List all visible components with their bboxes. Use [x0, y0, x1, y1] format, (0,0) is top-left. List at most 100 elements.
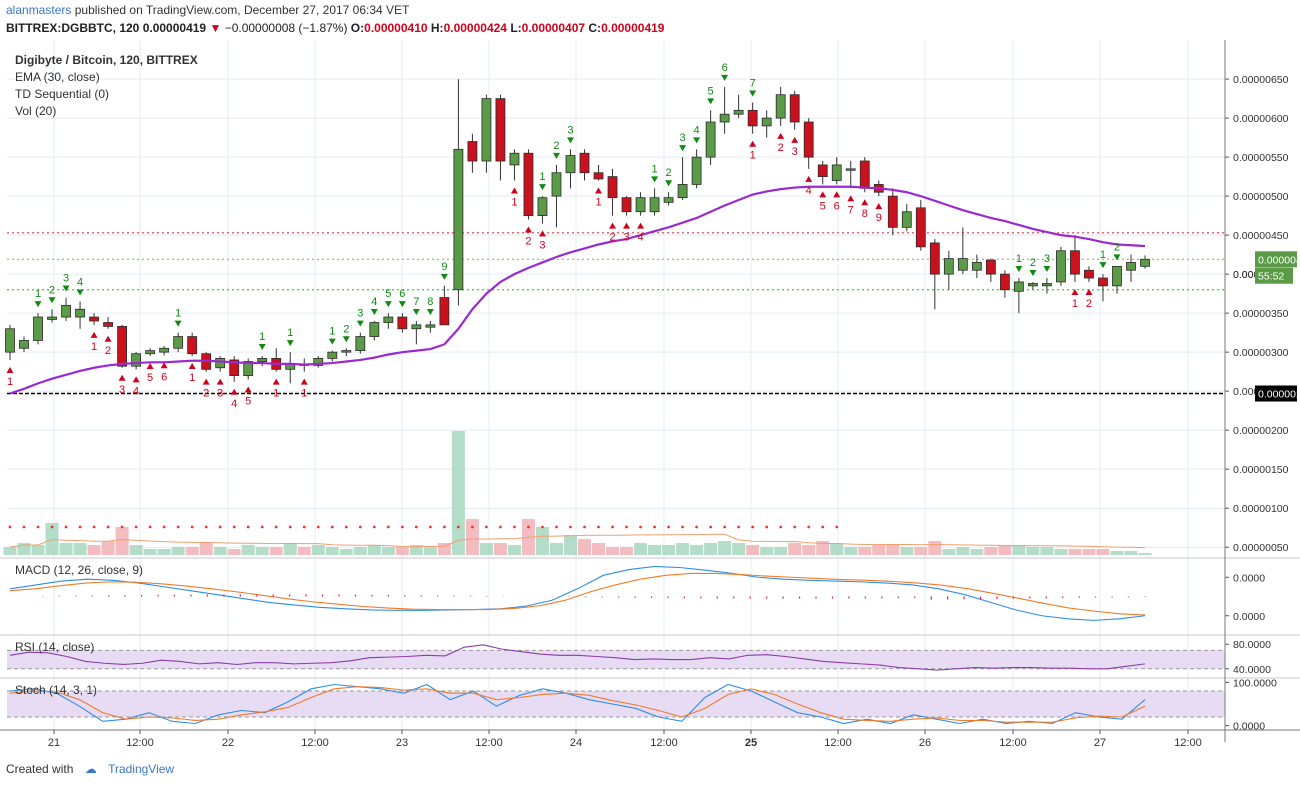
candle-body — [1098, 277, 1108, 287]
tradingview-link[interactable]: TradingView — [108, 762, 175, 776]
volume-bar — [732, 543, 746, 555]
candle-body — [915, 207, 926, 248]
volume-dot — [414, 525, 418, 529]
volume-bar — [900, 547, 914, 555]
td-down-arrow-icon — [524, 226, 532, 233]
volume-bar — [1110, 551, 1124, 555]
volume-bar — [1012, 545, 1026, 555]
x-tick-label: 24 — [570, 737, 582, 749]
td-up-arrow-icon — [370, 308, 378, 315]
volume-bar — [914, 547, 928, 555]
volume-bar — [115, 527, 129, 555]
price-badge — [1255, 267, 1293, 284]
td-up-arrow-icon — [651, 176, 659, 183]
created-with-text: Created with — [6, 762, 74, 776]
candle-body — [663, 197, 674, 203]
candle-body — [369, 322, 380, 337]
volume-bar — [157, 549, 171, 555]
price-badge-text: 0.00000419 — [1258, 254, 1300, 266]
volume-bar — [213, 547, 227, 555]
td-up-count: 5 — [708, 85, 714, 97]
volume-bar — [381, 547, 395, 555]
low-value: 0.00000407 — [521, 21, 586, 35]
x-tick-label: 23 — [396, 737, 408, 749]
td-up-count: 1 — [652, 163, 658, 175]
volume-dot — [456, 525, 460, 529]
volume-dot — [793, 525, 797, 529]
td-down-arrow-icon — [160, 362, 168, 369]
candle-body — [1056, 250, 1066, 283]
volume-bar — [1054, 549, 1068, 555]
td-down-arrow-icon — [861, 199, 869, 206]
td-down-arrow-icon — [6, 366, 14, 373]
volume-bar — [928, 541, 942, 555]
volume-dot — [8, 525, 12, 529]
volume-dot — [442, 525, 446, 529]
candle-body — [19, 340, 29, 349]
td-up-arrow-icon — [1099, 262, 1107, 269]
td-up-count: 5 — [385, 288, 391, 300]
volume-bar — [844, 547, 858, 555]
volume-bar — [718, 541, 732, 555]
td-down-count: 5 — [147, 372, 153, 384]
volume-bar — [648, 545, 662, 555]
volume-dot — [428, 525, 432, 529]
volume-bar — [1124, 551, 1138, 555]
x-tick-label: 26 — [919, 737, 931, 749]
volume-dot — [471, 525, 474, 529]
y-tick-label: 80.0000 — [1233, 639, 1271, 651]
volume-bar — [942, 549, 956, 555]
candle-body — [341, 350, 352, 353]
td-up-arrow-icon — [258, 344, 266, 351]
td-up-arrow-icon — [1015, 266, 1023, 273]
td-down-count: 1 — [7, 376, 13, 388]
candle-body — [649, 197, 660, 213]
candle-body — [845, 168, 856, 171]
td-down-count: 4 — [133, 385, 139, 397]
td-up-arrow-icon — [356, 320, 364, 327]
volume-dot — [485, 525, 488, 529]
volume-bar — [704, 543, 718, 555]
publisher-link[interactable]: alanmasters — [6, 3, 72, 17]
open-label: O: — [350, 21, 365, 35]
volume-bar — [297, 547, 311, 555]
x-tick-label: 21 — [48, 737, 60, 749]
td-down-count: 4 — [231, 398, 237, 410]
volume-bar — [283, 543, 297, 555]
candle-body — [1112, 265, 1122, 287]
volume-dot — [499, 525, 502, 529]
td-up-count: 7 — [413, 296, 419, 308]
volume-bar — [507, 545, 521, 555]
volume-bar — [830, 543, 844, 555]
candle-body — [355, 336, 366, 351]
td-down-count: 2 — [525, 236, 531, 248]
volume-bar — [101, 541, 115, 555]
volume-bar — [788, 543, 802, 555]
td-down-arrow-icon — [118, 374, 126, 381]
td-up-count: 2 — [1114, 241, 1120, 253]
down-arrow-icon: ▼ — [209, 21, 222, 35]
td-down-arrow-icon — [609, 222, 617, 229]
td-up-arrow-icon — [679, 145, 687, 152]
td-up-count: 8 — [427, 296, 433, 308]
y-tick-label: 0.00000450 — [1233, 230, 1289, 242]
chart-area[interactable]: 0.00000650 0.00000600 0.00000550 0.00000500… — [0, 40, 1300, 758]
td-down-count: 1 — [273, 388, 279, 400]
td-up-arrow-icon — [665, 180, 673, 187]
td-down-count: 1 — [595, 197, 601, 209]
td-up-arrow-icon — [566, 137, 574, 144]
volume-dot — [513, 525, 516, 529]
td-down-count: 3 — [217, 388, 223, 400]
td-up-count: 7 — [750, 78, 756, 90]
volume-bar — [31, 545, 45, 555]
td-down-count: 1 — [301, 388, 307, 400]
candle-body — [943, 258, 954, 275]
volume-dot — [162, 525, 166, 529]
td-up-count: 1 — [175, 308, 181, 320]
x-tick-label: 12:00 — [824, 737, 852, 749]
td-up-count: 2 — [1030, 257, 1036, 269]
td-down-arrow-icon — [1071, 288, 1079, 295]
candle-body — [775, 94, 786, 119]
td-down-arrow-icon — [595, 187, 603, 194]
volume-dot — [695, 525, 699, 529]
